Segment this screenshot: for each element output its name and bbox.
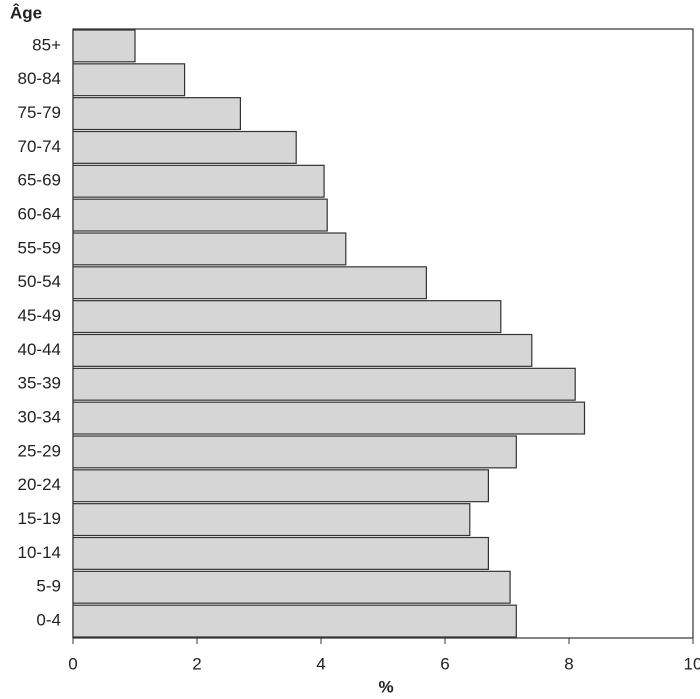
bar	[72, 435, 517, 469]
bar	[72, 604, 517, 638]
bar	[72, 570, 511, 604]
x-tick-label: 8	[564, 654, 573, 673]
y-tick-label: 5-9	[36, 577, 61, 596]
y-tick-label: 70-74	[18, 137, 61, 156]
bar	[72, 63, 186, 97]
bar	[72, 164, 325, 198]
x-tick-label: 4	[316, 654, 325, 673]
y-tick-label: 10-14	[18, 543, 61, 562]
plot-frame	[72, 28, 694, 639]
y-tick-label: 35-39	[18, 374, 61, 393]
bar	[72, 198, 328, 232]
x-tick-label: 0	[68, 654, 77, 673]
y-tick-label: 60-64	[18, 205, 61, 224]
y-tick-label: 65-69	[18, 171, 61, 190]
y-tick-label: 85+	[32, 35, 61, 54]
x-axis-label: %	[378, 677, 393, 696]
y-tick-label: 75-79	[18, 103, 61, 122]
bar	[72, 401, 586, 435]
x-tick-label: 10	[684, 654, 700, 673]
y-tick-label: 50-54	[18, 272, 61, 291]
bar	[72, 367, 576, 401]
y-tick-label: 80-84	[18, 69, 61, 88]
y-tick-label: 45-49	[18, 306, 61, 325]
y-tick-label: 25-29	[18, 441, 61, 460]
bar	[72, 503, 471, 537]
bar	[72, 97, 241, 131]
y-tick-label: 55-59	[18, 238, 61, 257]
y-tick-label: 20-24	[18, 475, 61, 494]
y-axis-label: Âge	[10, 3, 42, 22]
bar	[72, 130, 297, 164]
bar	[72, 536, 489, 570]
bar	[72, 469, 489, 503]
y-tick-label: 40-44	[18, 340, 61, 359]
x-tick-label: 2	[192, 654, 201, 673]
bar	[72, 232, 347, 266]
bar	[72, 333, 533, 367]
bar	[72, 29, 136, 63]
y-tick-label: 15-19	[18, 509, 61, 528]
bar	[72, 300, 502, 334]
bar	[72, 266, 427, 300]
x-tick-label: 6	[440, 654, 449, 673]
y-tick-label: 0-4	[36, 611, 61, 630]
y-tick-label: 30-34	[18, 408, 61, 427]
